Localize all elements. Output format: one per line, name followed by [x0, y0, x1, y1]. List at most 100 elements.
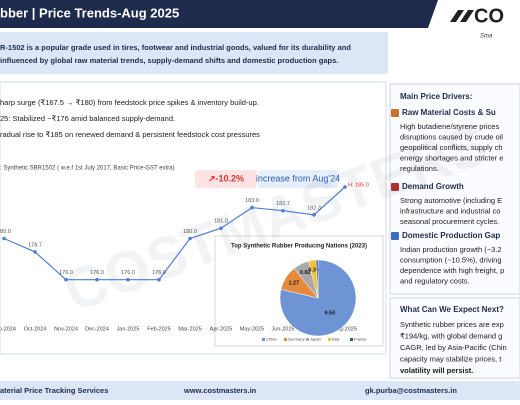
x-tick-label: Nov-2024: [54, 326, 78, 332]
footer-right: gk.purba@costmasters.in: [365, 386, 457, 395]
price-point: [312, 213, 316, 217]
legend-swatch: [306, 338, 309, 341]
value-label: 176.0: [59, 270, 73, 276]
x-tick-label: Oct-2024: [24, 326, 47, 332]
x-tick-label: Jan-2025: [117, 326, 140, 332]
value-label: 178.7: [28, 242, 42, 248]
price-point: [281, 208, 285, 213]
pie-label: 0.82: [300, 270, 311, 276]
drivers-title: Main Price Drivers:: [400, 92, 472, 101]
outlook-line: Synthetic rubber prices are exp: [400, 320, 504, 329]
legend-label: China: [266, 337, 277, 342]
x-tick-label: Mar-2025: [178, 326, 202, 332]
bullet: radual rise to ₹185 on renewed demand & …: [0, 130, 260, 139]
driver-line: and regulatory costs.: [400, 276, 470, 285]
pie-label: 9.50: [324, 310, 335, 316]
bullet: harp surge (₹167.5 → ₹180) from feedstoc…: [0, 98, 259, 107]
driver-icon: [391, 232, 399, 240]
outlook-panel: [389, 297, 520, 379]
outlook-line: capacity may stabilize prices, t: [400, 354, 502, 363]
pie-label: 1.27: [288, 280, 299, 286]
driver-icon: [391, 183, 399, 191]
outlook-line: ₹194/kg, with global demand g: [400, 331, 502, 340]
price-point: [343, 185, 347, 189]
legend-label: Germany: [288, 337, 304, 342]
price-line: [3, 186, 346, 281]
price-point: [188, 236, 192, 241]
footer-left: aterial Price Tracking Services: [0, 386, 108, 395]
peak-label: H: 185.0: [348, 182, 369, 188]
header-title: bber | Price Trends-Aug 2025: [0, 5, 179, 20]
pie-label: 0.39: [308, 267, 319, 273]
x-tick-label: Sep-2024: [0, 326, 16, 332]
legend-label: France: [354, 337, 367, 342]
value-label: 181.0: [214, 219, 228, 225]
driver-line: geopolitical conflicts, supply ch: [400, 143, 503, 152]
badge-change: ↗-10.2%: [208, 173, 244, 183]
outlook-line: volatility will persist.: [400, 366, 473, 375]
legend-swatch: [350, 338, 353, 341]
x-tick-label: Jun-2025: [272, 326, 295, 332]
value-label: 176.0: [152, 270, 166, 276]
x-tick-label: Dec-2024: [85, 326, 109, 332]
value-label: 176.0: [90, 270, 104, 276]
driver-heading: Domestic Production Gap: [402, 231, 500, 240]
x-tick-label: Aug-2025: [333, 326, 357, 332]
value-label: 176.0: [121, 270, 135, 276]
logo-icon: [450, 10, 474, 22]
logo-tagline: Sma: [480, 34, 493, 40]
driver-line: seasonal procurement cycles.: [400, 217, 499, 226]
footer-center: www.costmasters.in: [183, 386, 257, 395]
value-label: 183.0: [245, 198, 259, 204]
pie-slice: [315, 259, 319, 299]
outlook-title: What Can We Expect Next?: [400, 305, 504, 314]
driver-line: infrastructure and industrial co: [400, 206, 500, 215]
driver-line: consumption (~10.5%), driving: [400, 255, 502, 264]
driver-line: Indian production growth (~3.2: [400, 245, 502, 254]
price-point: [33, 250, 37, 254]
legend-swatch: [262, 338, 265, 341]
intro-line: influenced by global raw material trends…: [0, 56, 338, 65]
badge-change-bg: [195, 170, 257, 188]
header-bar: [0, 0, 438, 28]
driver-heading: Demand Growth: [402, 182, 464, 191]
x-tick-label: Feb-2025: [147, 326, 171, 332]
chart-caption: : Synthetic SBR1502 ( w.e.f 1st July 201…: [0, 166, 175, 172]
logo-text: CO: [474, 5, 504, 27]
x-tick-label: May-2025: [240, 326, 264, 332]
price-point: [64, 277, 68, 282]
value-label: 182.3: [307, 205, 321, 211]
badge-text-bg: [258, 170, 338, 188]
drivers-panel: [389, 83, 520, 295]
driver-line: disruptions caused by crude oil: [400, 132, 503, 141]
legend-swatch: [328, 338, 331, 341]
value-label: 182.7: [276, 201, 290, 207]
price-point: [250, 205, 254, 210]
price-point: [126, 277, 130, 282]
price-point: [2, 236, 6, 241]
driver-line: dependence with high freight, p: [400, 266, 504, 275]
driver-line: energy shortages and stricter e: [400, 153, 503, 162]
pie-title: Top Synthetic Rubber Producing Nations (…: [231, 244, 367, 250]
driver-line: High butadiene/styrene prices: [400, 122, 499, 131]
value-label: 180.0: [0, 229, 11, 235]
price-point: [157, 277, 161, 282]
legend-swatch: [284, 338, 287, 341]
intro-line: R-1502 is a popular grade used in tires,…: [0, 43, 351, 52]
bullet: 25: Stabilized ~₹176 amid balanced suppl…: [0, 114, 175, 123]
price-point: [95, 277, 99, 282]
badge-text: increase from Aug'24: [256, 173, 340, 183]
driver-line: Strong automotive (including E: [400, 196, 502, 205]
intro-band: [0, 32, 388, 74]
driver-heading: Raw Material Costs & Su: [402, 108, 496, 117]
legend-label: Japan: [310, 337, 321, 342]
legend-label: Italy: [332, 337, 339, 342]
outlook-line: CAGR, led by Asia-Pacific (Chin: [400, 343, 507, 352]
footer-band: [0, 381, 520, 400]
value-label: 180.0: [183, 229, 197, 235]
driver-icon: [391, 109, 399, 117]
driver-line: regulations.: [400, 164, 439, 173]
x-tick-label: Apr-2025: [210, 326, 233, 332]
